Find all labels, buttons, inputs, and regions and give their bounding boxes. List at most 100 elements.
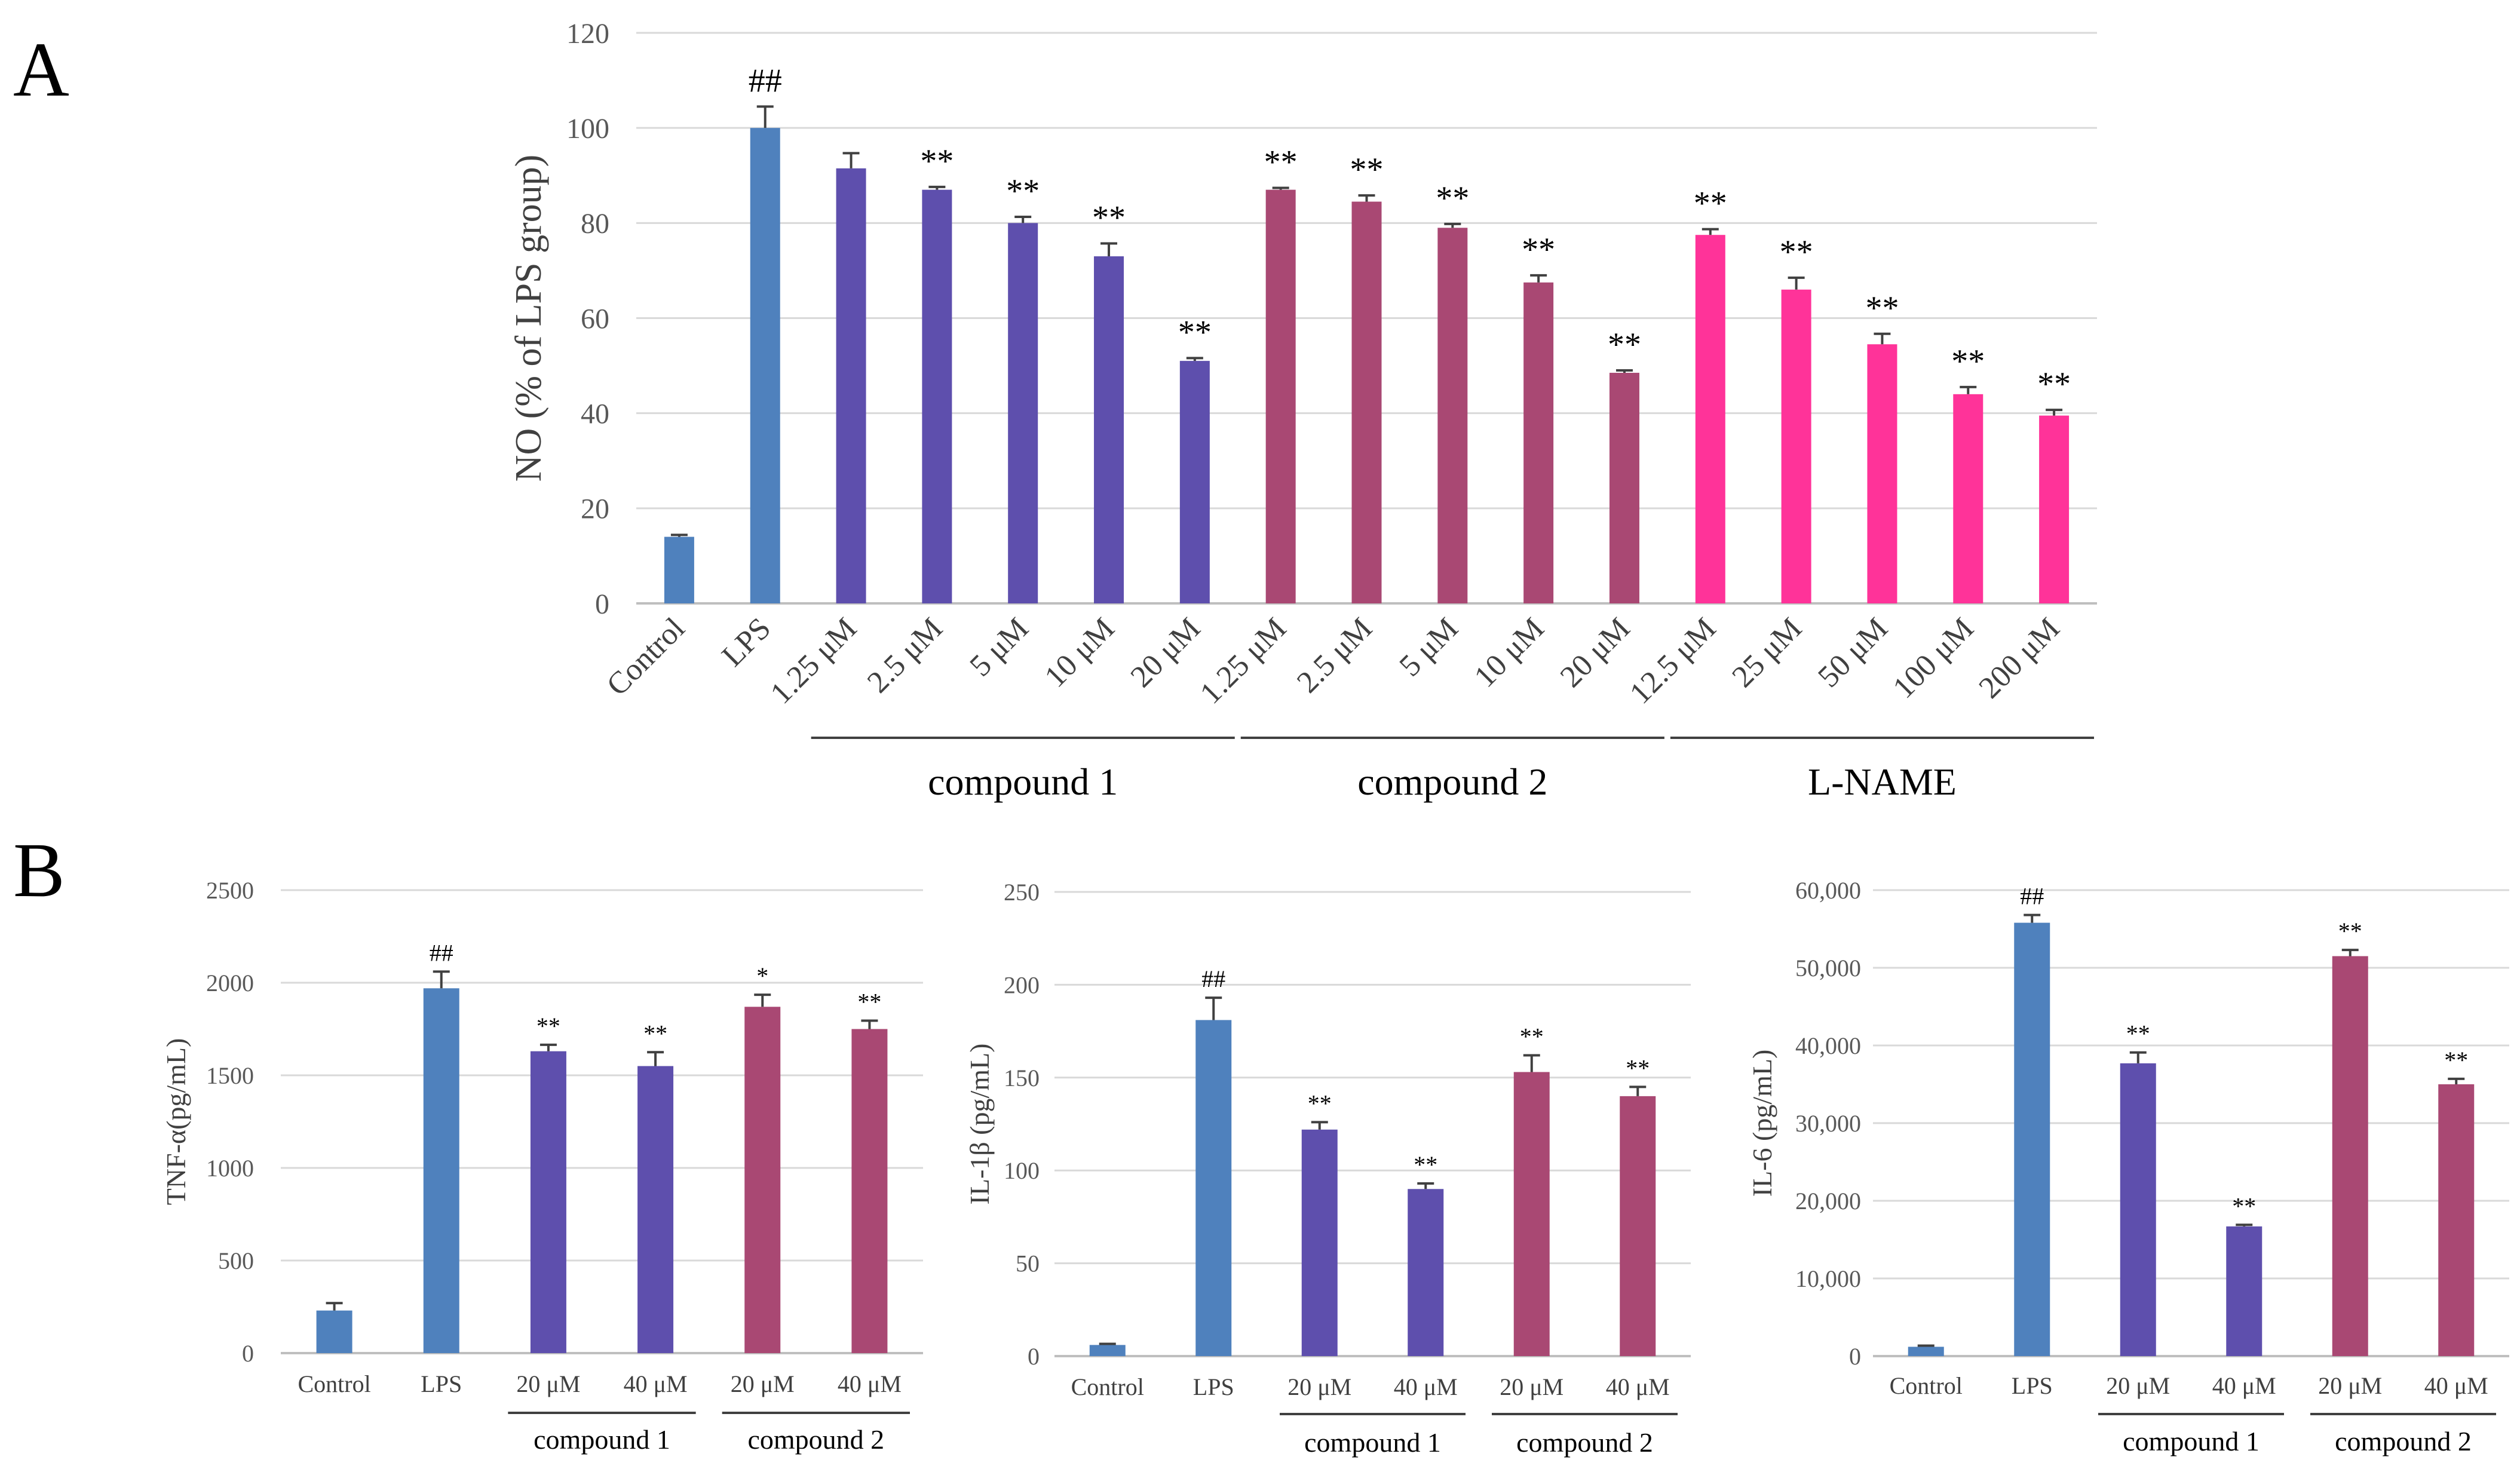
significance-marker: ** xyxy=(1006,173,1040,210)
y-tick-label: 0 xyxy=(242,1340,254,1367)
x-tick-label: 2.5 μM xyxy=(861,611,949,700)
significance-marker: * xyxy=(756,962,768,989)
y-tick-label: 60,000 xyxy=(1795,877,1861,904)
bar xyxy=(2226,1226,2263,1356)
group-label: compound 2 xyxy=(1357,760,1547,803)
y-tick-label: 150 xyxy=(1004,1065,1040,1091)
y-tick-label: 40 xyxy=(581,398,609,430)
x-tick-label: Control xyxy=(1071,1373,1144,1400)
y-axis-title: NO (% of LPS group) xyxy=(508,155,549,482)
bar xyxy=(1620,1096,1656,1356)
significance-marker: ## xyxy=(749,62,782,99)
significance-marker: ** xyxy=(537,1013,560,1039)
x-tick-label: 20 μM xyxy=(1287,1373,1351,1400)
panel-label-a: A xyxy=(13,27,69,113)
bar xyxy=(1265,189,1296,603)
group-label: L-NAME xyxy=(1808,760,1957,803)
significance-marker: ** xyxy=(1520,1023,1544,1050)
x-tick-label: 1.25 μM xyxy=(1194,611,1293,710)
bar xyxy=(744,1007,781,1353)
significance-marker: ** xyxy=(1780,234,1813,271)
significance-marker: ** xyxy=(2338,918,2362,944)
group-label: compound 1 xyxy=(1304,1427,1441,1458)
panel-label-b: B xyxy=(13,827,65,913)
x-tick-label: 40 μM xyxy=(624,1370,688,1397)
bar xyxy=(2120,1063,2156,1356)
bar xyxy=(1195,1020,1232,1356)
y-tick-label: 0 xyxy=(595,588,609,620)
significance-marker: ** xyxy=(1264,143,1298,180)
significance-marker: ** xyxy=(1865,290,1899,327)
significance-marker: ## xyxy=(2020,883,2044,910)
bar xyxy=(530,1051,566,1353)
x-tick-label: 2.5 μM xyxy=(1290,611,1379,700)
x-tick-label: 20 μM xyxy=(516,1370,580,1397)
group-label: compound 1 xyxy=(534,1424,670,1455)
significance-marker: ** xyxy=(857,989,881,1016)
y-tick-label: 1500 xyxy=(206,1062,254,1089)
y-axis-title: IL-6 (pg/mL) xyxy=(1747,1050,1777,1197)
group-label: compound 1 xyxy=(2123,1426,2260,1456)
chart-il-6: 0 10,000 20,000 30,000 40,000 50,000 60,000 IL-… xyxy=(1747,877,2509,1456)
x-tick-label: 20 μM xyxy=(1554,611,1637,694)
bar xyxy=(1781,289,1811,603)
y-tick-label: 20,000 xyxy=(1795,1188,1861,1215)
x-tick-label: 100 μM xyxy=(1887,611,1981,705)
x-tick-label: 40 μM xyxy=(2212,1372,2276,1399)
significance-marker: ** xyxy=(1608,326,1641,363)
y-tick-label: 80 xyxy=(581,208,609,240)
bar xyxy=(1301,1129,1338,1356)
bar xyxy=(423,988,459,1353)
significance-marker: ** xyxy=(1178,314,1212,351)
y-tick-label: 0 xyxy=(1028,1343,1040,1370)
y-tick-label: 0 xyxy=(1849,1343,1861,1370)
significance-marker: ** xyxy=(1522,231,1555,268)
y-axis-title: TNF-α(pg/mL) xyxy=(161,1038,191,1206)
x-tick-label: Control xyxy=(600,611,692,703)
bar xyxy=(1094,256,1124,604)
x-tick-label: 5 μM xyxy=(1393,611,1465,683)
bar xyxy=(2039,415,2070,603)
bar xyxy=(2014,922,2050,1356)
x-tick-label: 20 μM xyxy=(2106,1372,2170,1399)
x-tick-label: LPS xyxy=(1193,1373,1234,1400)
y-tick-label: 50,000 xyxy=(1795,955,1861,982)
x-tick-label: 20 μM xyxy=(1500,1373,1563,1400)
significance-marker: ## xyxy=(430,939,453,966)
x-tick-label: 12.5 μM xyxy=(1623,611,1722,710)
significance-marker: ** xyxy=(2232,1192,2256,1219)
y-tick-label: 10,000 xyxy=(1795,1265,1861,1292)
y-tick-label: 2500 xyxy=(206,877,254,904)
x-tick-label: 1.25 μM xyxy=(764,611,863,710)
y-tick-label: 250 xyxy=(1004,879,1040,906)
bar xyxy=(664,536,694,603)
x-tick-label: 25 μM xyxy=(1725,611,1808,694)
y-tick-label: 20 xyxy=(581,493,609,525)
chart-no-production: 0 20 40 60 80 100 120 NO (% of LPS group) Contro… xyxy=(508,18,2097,803)
x-tick-label: 50 μM xyxy=(1811,611,1894,694)
bar xyxy=(1089,1345,1126,1356)
significance-marker: ** xyxy=(2126,1020,2150,1047)
x-tick-label: LPS xyxy=(421,1370,462,1397)
bar xyxy=(2332,956,2368,1356)
bar xyxy=(851,1029,888,1353)
x-tick-label: 40 μM xyxy=(838,1370,902,1397)
y-tick-label: 1000 xyxy=(206,1155,254,1182)
significance-marker: ## xyxy=(1201,965,1225,992)
y-tick-label: 100 xyxy=(1004,1157,1040,1184)
significance-marker: ** xyxy=(1308,1090,1332,1117)
chart-tnf-alpha: 0 500 1000 1500 2000 2500 TNF-α(pg/mL) Control #… xyxy=(161,877,923,1455)
x-tick-label: 10 μM xyxy=(1468,611,1551,694)
group-label: compound 2 xyxy=(747,1424,884,1455)
bar xyxy=(1351,201,1382,603)
bar xyxy=(922,189,952,603)
y-tick-label: 120 xyxy=(566,18,609,50)
x-tick-label: LPS xyxy=(2012,1372,2053,1399)
significance-marker: ** xyxy=(1951,343,1985,380)
significance-marker: ** xyxy=(1092,200,1126,237)
bar xyxy=(1008,223,1038,603)
y-tick-label: 50 xyxy=(1016,1250,1040,1277)
bar xyxy=(1437,228,1468,604)
bar xyxy=(637,1066,674,1353)
